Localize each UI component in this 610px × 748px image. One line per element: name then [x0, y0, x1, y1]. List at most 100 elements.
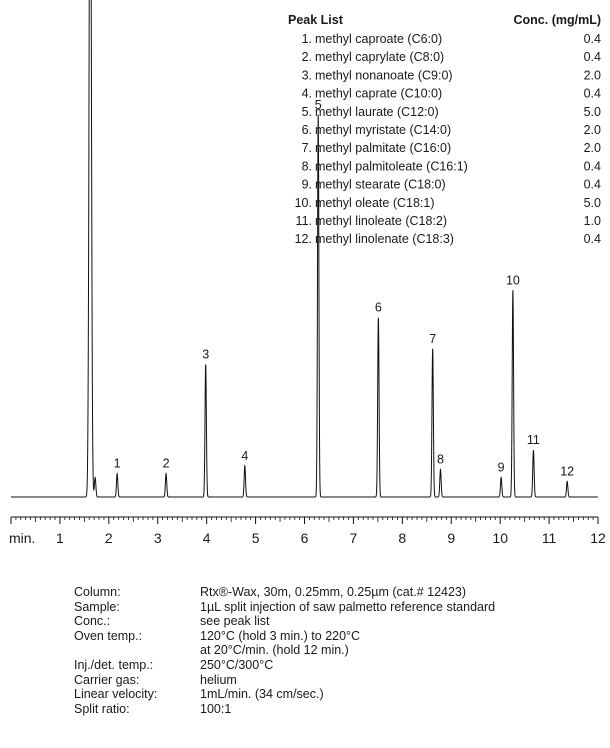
peak-list-item-number: 9.	[302, 178, 312, 192]
peak-list-item-number: 12.	[295, 232, 312, 246]
conditions-block: Column: Rtx®-Wax, 30m, 0.25mm, 0.25µm (ca…	[74, 585, 604, 716]
peak-list-item-conc: 5.0	[584, 105, 601, 119]
peak-list-item-conc: 5.0	[584, 196, 601, 210]
condition-value: 1µL split injection of saw palmetto refe…	[200, 600, 604, 615]
x-tick-label-1: 1	[56, 530, 64, 546]
peak-label-12: 12	[560, 464, 574, 478]
condition-label: Linear velocity:	[74, 687, 158, 702]
condition-value: 120°C (hold 3 min.) to 220°C at 20°C/min.…	[200, 629, 604, 658]
peak-list-item-name: methyl linoleate (C18:2)	[315, 214, 447, 228]
condition-value-line: see peak list	[200, 614, 270, 629]
condition-label: Oven temp.:	[74, 628, 143, 643]
condition-value-line: 1µL split injection of saw palmetto refe…	[200, 599, 496, 614]
peak-list-item-name: methyl caprate (C10:0)	[315, 87, 442, 101]
condition-label: Sample:	[74, 599, 120, 614]
peak-list-item-number: 7.	[302, 141, 312, 155]
condition-value: see peak list	[200, 614, 604, 629]
x-tick-label-5: 5	[252, 530, 260, 546]
x-tick-label-6: 6	[301, 530, 309, 546]
x-tick-label-2: 2	[105, 530, 113, 546]
peak-label-1: 1	[114, 457, 121, 471]
condition-row: Split ratio: 100:1	[74, 702, 604, 717]
peak-label-4: 4	[241, 449, 248, 463]
peak-label-8: 8	[437, 453, 444, 467]
peak-list-conc-header: Conc. (mg/mL)	[514, 13, 602, 27]
condition-label: Split ratio:	[74, 701, 130, 716]
peak-list-item-conc: 0.4	[584, 87, 601, 101]
condition-value: Rtx®-Wax, 30m, 0.25mm, 0.25µm (cat.# 124…	[200, 585, 604, 600]
peak-list-item-number: 8.	[302, 159, 312, 173]
x-tick-label-10: 10	[492, 530, 508, 546]
condition-label: Carrier gas:	[74, 672, 140, 687]
peak-list-item-number: 2.	[302, 50, 312, 64]
peak-label-7: 7	[429, 332, 436, 346]
peak-list-header: Peak List	[288, 13, 344, 27]
peak-list-item-number: 4.	[302, 87, 312, 101]
peak-list-item-name: methyl stearate (C18:0)	[315, 178, 446, 192]
x-tick-label-12: 12	[590, 530, 606, 546]
peak-label-9: 9	[498, 461, 505, 475]
peak-label-5: 5	[315, 98, 322, 112]
peak-list-item-number: 5.	[302, 105, 312, 119]
condition-value-line: Rtx®-Wax, 30m, 0.25mm, 0.25µm (cat.# 124…	[200, 585, 467, 599]
condition-row: Oven temp.: 120°C (hold 3 min.) to 220°C a…	[74, 629, 604, 658]
peak-list-item-name: methyl caprylate (C8:0)	[315, 50, 444, 64]
peak-label-6: 6	[375, 301, 382, 315]
condition-value-line: 1mL/min. (34 cm/sec.)	[200, 687, 324, 702]
condition-value: 250°C/300°C	[200, 658, 604, 673]
peak-list-item-name: methyl linolenate (C18:3)	[315, 232, 454, 246]
peak-label-11: 11	[527, 433, 540, 447]
peak-list-item-conc: 2.0	[584, 68, 601, 82]
peak-list-item-name: methyl nonanoate (C9:0)	[315, 68, 453, 82]
condition-value: helium	[200, 673, 604, 688]
peak-list-item-conc: 2.0	[584, 141, 601, 155]
peak-list-item-conc: 0.4	[584, 50, 601, 64]
condition-value: 1mL/min. (34 cm/sec.)	[200, 687, 604, 702]
condition-row: Linear velocity: 1mL/min. (34 cm/sec.)	[74, 687, 604, 702]
condition-value-line: helium	[200, 672, 237, 687]
condition-row: Inj./det. temp.: 250°C/300°C	[74, 658, 604, 673]
peak-list-item-conc: 0.4	[584, 178, 601, 192]
peak-list-item-name: methyl laurate (C12:0)	[315, 105, 439, 119]
chromatogram-svg: 123456789101112min.123456789101112GC_FF0…	[9, 0, 606, 546]
chromatogram-chart: 123456789101112min.123456789101112GC_FF0…	[9, 0, 606, 546]
chromatogram-trace	[11, 0, 598, 498]
condition-value: 100:1	[200, 702, 604, 717]
peak-list-item-conc: 1.0	[584, 214, 601, 228]
peak-list-item-name: methyl palmitoleate (C16:1)	[315, 159, 468, 173]
peak-list-item-name: methyl palmitate (C16:0)	[315, 141, 451, 155]
peak-list-item-number: 10.	[295, 196, 312, 210]
peak-label-3: 3	[202, 347, 209, 361]
condition-value-line: 250°C/300°C	[200, 657, 274, 672]
condition-row: Sample: 1µL split injection of saw palmet…	[74, 600, 604, 615]
peak-list-item-name: methyl caproate (C6:0)	[315, 32, 442, 46]
peak-list-item-name: methyl oleate (C18:1)	[315, 196, 435, 210]
peak-list-item-number: 1.	[302, 32, 312, 46]
condition-label: Column:	[74, 585, 121, 599]
peak-list-item-name: methyl myristate (C14:0)	[315, 123, 451, 137]
peak-label-2: 2	[163, 457, 170, 471]
peak-list-item-conc: 0.4	[584, 159, 601, 173]
peak-list-item-number: 11.	[296, 214, 312, 228]
peak-list-item-conc: 0.4	[584, 32, 601, 46]
peak-list-item-number: 3.	[302, 68, 312, 82]
peak-list-item-number: 6.	[302, 123, 312, 137]
x-tick-label-8: 8	[398, 530, 406, 546]
x-tick-label-11: 11	[542, 530, 557, 546]
condition-value-line: 100:1	[200, 701, 232, 716]
peak-label-10: 10	[506, 273, 520, 287]
peak-list-item-conc: 0.4	[584, 232, 601, 246]
peak-list-item-conc: 2.0	[584, 123, 601, 137]
x-tick-label-3: 3	[154, 530, 162, 546]
condition-value-line: 120°C (hold 3 min.) to 220°C	[200, 628, 361, 643]
condition-label: Inj./det. temp.:	[74, 657, 154, 672]
condition-label: Conc.:	[74, 614, 111, 629]
condition-row: Column: Rtx®-Wax, 30m, 0.25mm, 0.25µm (ca…	[74, 585, 604, 600]
x-tick-label-9: 9	[447, 530, 455, 546]
x-axis-unit-label: min.	[9, 530, 35, 546]
condition-row: Conc.: see peak list	[74, 614, 604, 629]
x-tick-label-4: 4	[203, 530, 211, 546]
condition-row: Carrier gas: helium	[74, 673, 604, 688]
x-tick-label-7: 7	[350, 530, 358, 546]
condition-value-line: at 20°C/min. (hold 12 min.)	[200, 643, 349, 658]
